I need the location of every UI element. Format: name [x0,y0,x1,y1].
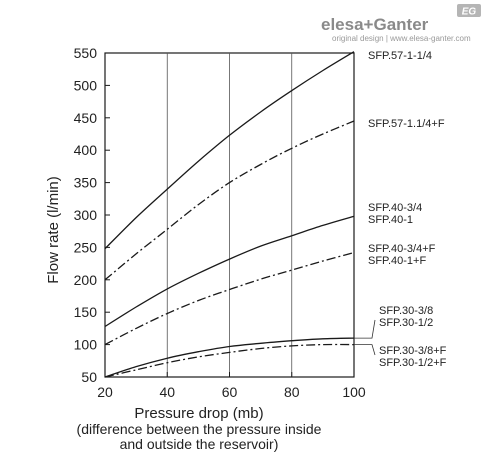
axes-text: 50 100 150 200 250 300 350 400 450 500 550 20 40 60 80… [74,45,366,400]
y-tick-label: 200 [74,272,98,288]
series-label: SFP.30-1/2 [379,317,433,329]
series-label: SFP.57-1-1/4 [368,50,432,62]
brand-website: original design | www.elesa-ganter.com [332,34,471,43]
series-label: SFP.40-1 [368,214,413,226]
series-line [104,120,355,281]
series-line [104,343,355,378]
leader-line [354,344,376,356]
x-tick-label: 80 [284,384,300,400]
y-tick-label: 100 [74,337,98,353]
brand-plus: + [364,15,374,34]
brand-badge-text: EG [462,7,477,18]
brand-name-left: elesa [321,15,364,34]
y-tick-label: 450 [74,110,98,126]
series-label: SFP.30-3/8 [379,305,433,317]
x-tick-label: 40 [159,384,175,400]
series-label: SFP.57-1.1/4+F [368,118,445,130]
x-axis-note-line-2: and outside the reservoir) [120,436,279,452]
brand-website-url: www.elesa-ganter.com [389,34,471,43]
x-tick-label: 100 [342,384,366,400]
y-tick-label: 50 [81,369,97,385]
y-tick-label: 550 [74,45,98,61]
series-label: SFP.30-3/8+F [379,345,447,357]
y-tick-label: 250 [74,239,98,255]
series-label: SFP.40-3/4+F [368,243,436,255]
x-axis-note-line-1: (difference between the pressure inside [77,421,322,437]
x-tick-label: 20 [97,384,113,400]
series-line [104,251,355,346]
x-axis-title: Pressure drop (mb) [134,405,263,422]
leader-line [354,319,376,339]
y-tick-label: 500 [74,77,98,93]
brand-name-right: Ganter [373,15,428,34]
series-group [104,51,355,378]
brand-website-prefix: original design [332,34,384,43]
brand-logo: EG elesa+Ganter original design | www.el… [321,4,481,43]
y-tick-label: 150 [74,304,98,320]
y-tick-label: 300 [74,207,98,223]
y-tick-label: 400 [74,142,98,158]
series-line [104,215,355,328]
series-labels: SFP.57-1-1/4SFP.57-1.1/4+FSFP.40-3/4SFP.… [354,50,447,369]
plot-area [104,52,355,378]
y-axis-title: Flow rate (l/min) [45,176,62,284]
series-label: SFP.40-1+F [368,255,426,267]
series-label: SFP.40-3/4 [368,202,422,214]
brand-name: elesa+Ganter [321,15,429,34]
brand-badge [457,4,481,17]
series-label: SFP.30-1/2+F [379,357,447,369]
x-tick-label: 60 [222,384,238,400]
y-tick-label: 350 [74,175,98,191]
series-line [104,51,355,250]
series-line [104,337,355,378]
